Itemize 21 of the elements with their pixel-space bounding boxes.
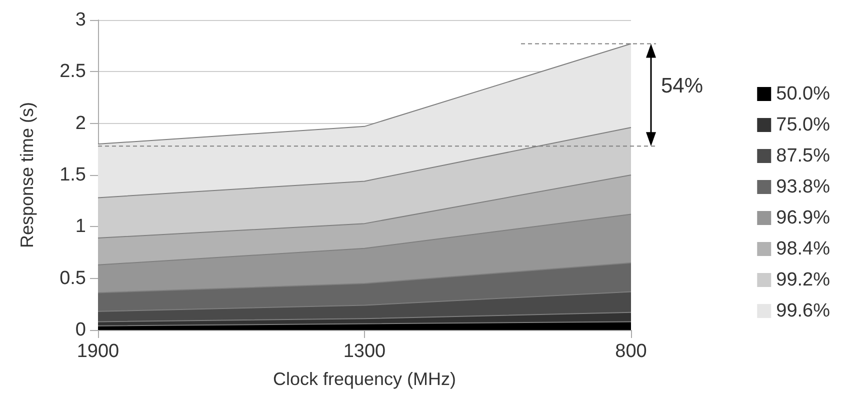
y-tick-label: 0 [75, 320, 86, 340]
y-tick-label: 3 [75, 10, 86, 30]
y-tick-label: 0.5 [60, 268, 86, 289]
text: 54% [661, 74, 704, 98]
legend-label: 75.0% [776, 114, 830, 136]
y-tick-label: 1.5 [60, 164, 86, 186]
legend-label: 96.9% [776, 208, 830, 228]
legend-label: 50.0% [776, 84, 830, 104]
legend-label: 93.8% [776, 176, 830, 198]
y-tick-label: 2 [75, 112, 86, 134]
y-axis-title: Response time (s) [17, 102, 37, 248]
x-tick-label: 1300 [343, 341, 386, 362]
legend-label: 87.5% [776, 146, 830, 166]
legend-label: 98.4% [776, 238, 830, 260]
legend-label: 99.6% [776, 300, 830, 322]
y-tick-label: 2.5 [60, 61, 86, 82]
x-tick-label: 800 [615, 341, 647, 362]
x-axis-title: Clock frequency (MHz) [272, 369, 456, 389]
y-tick-label: 1 [75, 216, 86, 238]
legend-label: 99.2% [776, 270, 830, 290]
x-tick-label: 1900 [76, 341, 120, 362]
